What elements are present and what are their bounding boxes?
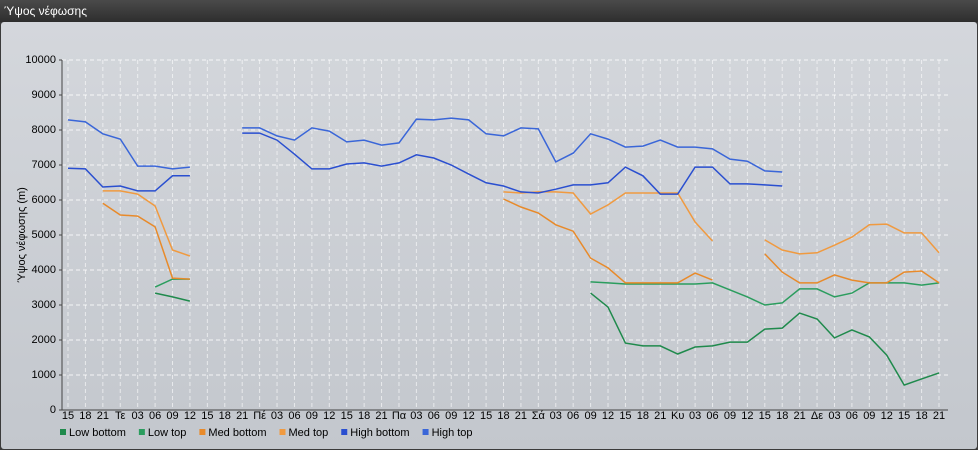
x-tick-label: Τε — [115, 410, 126, 422]
x-tick-label: 06 — [567, 410, 579, 422]
y-tick-label: 4000 — [32, 264, 56, 276]
y-tick-label: 10000 — [25, 54, 56, 66]
window-title: Ύψος νέφωσης — [0, 0, 978, 22]
series-line — [67, 117, 783, 173]
legend-label: Med bottom — [208, 427, 266, 439]
x-tick-label: 15 — [619, 410, 631, 422]
x-tick-label: 12 — [741, 410, 753, 422]
y-tick-label: 8000 — [32, 124, 56, 136]
x-tick-label: 15 — [898, 410, 910, 422]
x-tick-label: 06 — [149, 410, 161, 422]
y-tick-label: 1000 — [32, 369, 56, 381]
x-tick-label: 18 — [915, 410, 927, 422]
x-tick-label: 09 — [166, 410, 178, 422]
y-tick-label: 5000 — [32, 229, 56, 241]
x-tick-label: 21 — [794, 410, 806, 422]
legend-label: High top — [432, 427, 473, 439]
x-tick-label: 21 — [933, 410, 945, 422]
x-tick-label: 12 — [463, 410, 475, 422]
y-tick-label: 3000 — [32, 299, 56, 311]
x-tick-label: 18 — [358, 410, 370, 422]
x-tick-label: 12 — [881, 410, 893, 422]
x-tick-label: 18 — [637, 410, 649, 422]
series-line — [67, 132, 783, 195]
legend-label: Low bottom — [69, 427, 126, 439]
legend-label: Low top — [148, 427, 187, 439]
x-tick-label: Πέ — [253, 410, 266, 422]
x-tick-label: 09 — [863, 410, 875, 422]
x-tick-label: 12 — [184, 410, 196, 422]
legend-swatch — [422, 429, 429, 435]
y-tick-label: 6000 — [32, 194, 56, 206]
legend-swatch — [341, 429, 348, 435]
x-tick-label: 03 — [828, 410, 840, 422]
y-tick-label: 2000 — [32, 334, 56, 346]
legend-swatch — [279, 429, 286, 435]
x-tick-label: 03 — [132, 410, 144, 422]
series-line — [102, 198, 940, 284]
y-axis-label: Ύψος νέφωσης (m) — [16, 187, 28, 283]
x-tick-label: 12 — [602, 410, 614, 422]
x-tick-label: 15 — [201, 410, 213, 422]
x-tick-label: 15 — [480, 410, 492, 422]
x-tick-label: 15 — [341, 410, 353, 422]
x-tick-label: 06 — [846, 410, 858, 422]
x-tick-label: Κυ — [671, 410, 684, 422]
x-tick-label: 21 — [375, 410, 387, 422]
x-tick-label: Σά — [532, 410, 546, 422]
x-tick-label: 21 — [236, 410, 248, 422]
legend-swatch — [199, 429, 206, 435]
x-tick-label: 06 — [706, 410, 718, 422]
x-tick-label: 09 — [306, 410, 318, 422]
x-tick-label: 21 — [97, 410, 109, 422]
x-tick-label: 03 — [410, 410, 422, 422]
x-tick-label: 09 — [584, 410, 596, 422]
legend-label: High bottom — [350, 427, 409, 439]
x-tick-label: 09 — [445, 410, 457, 422]
x-tick-label: 18 — [497, 410, 509, 422]
legend-swatch — [138, 429, 145, 435]
legend-label: Med top — [289, 427, 329, 439]
x-tick-label: 09 — [724, 410, 736, 422]
y-tick-label: 7000 — [32, 159, 56, 171]
x-tick-label: Πα — [392, 410, 407, 422]
x-tick-label: 06 — [428, 410, 440, 422]
x-tick-label: Δε — [811, 410, 823, 422]
x-tick-label: 18 — [79, 410, 91, 422]
series-line — [154, 292, 940, 387]
x-tick-label: 15 — [759, 410, 771, 422]
x-tick-label: 03 — [550, 410, 562, 422]
x-tick-label: 18 — [776, 410, 788, 422]
series-line — [154, 278, 940, 306]
y-tick-label: 0 — [50, 404, 56, 416]
x-tick-label: 03 — [689, 410, 701, 422]
x-tick-label: 12 — [323, 410, 335, 422]
legend-swatch — [60, 429, 66, 435]
x-tick-label: 06 — [288, 410, 300, 422]
x-tick-label: 15 — [62, 410, 74, 422]
x-tick-label: 03 — [271, 410, 283, 422]
x-tick-label: 18 — [219, 410, 231, 422]
y-tick-label: 9000 — [32, 89, 56, 101]
x-tick-label: 21 — [654, 410, 666, 422]
x-tick-label: 21 — [515, 410, 527, 422]
